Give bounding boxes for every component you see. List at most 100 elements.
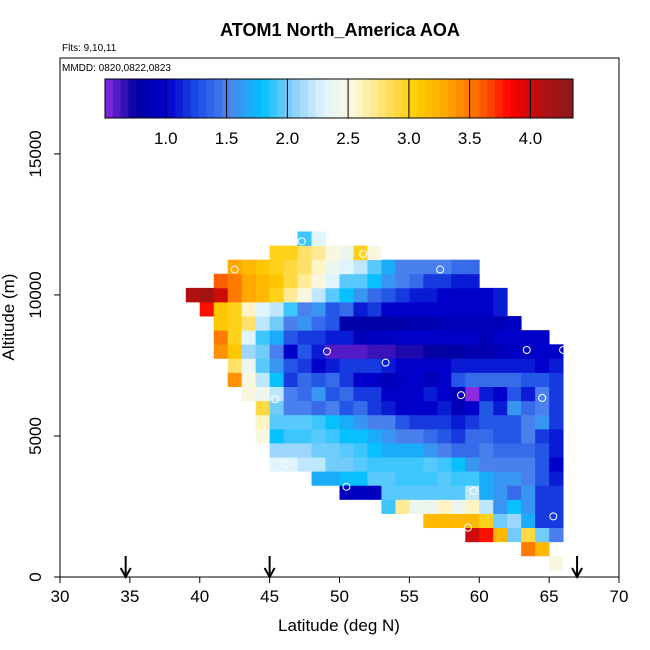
heatmap-cell [353, 372, 368, 387]
colorbar-segment [112, 79, 122, 118]
heatmap-cell [297, 301, 312, 317]
heatmap-cell [255, 301, 271, 317]
colorbar-segment [284, 79, 293, 118]
colorbar-segment [385, 79, 395, 118]
x-tick-label: 60 [470, 587, 489, 606]
heatmap-cell [521, 457, 536, 472]
heatmap-cell [241, 287, 257, 303]
x-tick-label: 55 [400, 587, 419, 606]
heatmap-cell [381, 457, 396, 472]
x-tick-label: 65 [540, 587, 559, 606]
heatmap-cell [283, 457, 298, 472]
heatmap-cell [311, 344, 326, 359]
heatmap-cell [241, 301, 257, 317]
heatmap-cell [409, 259, 424, 275]
heatmap-cell [297, 428, 312, 444]
heatmap-cell [311, 443, 326, 458]
colorbar-segment [549, 79, 558, 118]
colorbar-segment [510, 79, 519, 118]
heatmap-cell [493, 499, 508, 514]
heatmap-cell [339, 485, 354, 500]
heatmap-cell [479, 330, 494, 345]
heatmap-cell [283, 330, 298, 345]
heatmap-cell [395, 358, 410, 373]
heatmap-cell [325, 386, 340, 402]
heatmap-cell [381, 358, 396, 373]
colorbar-segment [409, 79, 418, 118]
heatmap-cell [297, 400, 312, 416]
heatmap-cell [465, 259, 480, 275]
heatmap-cell [507, 414, 522, 430]
heatmap-cell [339, 443, 354, 458]
heatmap-cell [325, 344, 340, 359]
heatmap-cell [423, 358, 438, 373]
heatmap-cell [535, 386, 550, 402]
heatmap-cell [437, 414, 452, 430]
heatmap-cell [493, 358, 508, 373]
colorbar-segment [417, 79, 426, 118]
heatmap-cell [507, 330, 522, 345]
heatmap-cell [297, 443, 312, 458]
heatmap-cell [437, 499, 452, 514]
heatmap-cell [423, 414, 438, 430]
heatmap-cell [269, 287, 285, 303]
heatmap-cell [451, 259, 466, 275]
heatmap-cell [381, 400, 396, 416]
heatmap-cell [311, 231, 326, 246]
flight-point-marker [436, 265, 445, 274]
heatmap-cell [325, 457, 340, 472]
heatmap-cell [465, 414, 480, 430]
heatmap-cell [367, 330, 382, 345]
heatmap-cell [353, 485, 368, 500]
heatmap-cell [493, 287, 508, 303]
heatmap-cell [325, 330, 340, 345]
heatmap-cell [451, 471, 466, 486]
heatmap-cell [283, 386, 298, 402]
heatmap-cell [269, 358, 285, 373]
heatmap-cell [535, 330, 550, 345]
heatmap-cell [409, 414, 424, 430]
flight-point-marker [464, 523, 473, 532]
heatmap-cell [395, 414, 410, 430]
heatmap-cell [507, 443, 522, 458]
heatmap-cell [325, 316, 340, 331]
heatmap-cell [423, 400, 438, 416]
y-tick-label: 5000 [26, 417, 45, 455]
heatmap-cell [451, 372, 466, 387]
heatmap-cell [493, 301, 508, 317]
colorbar-tick-label: 3.5 [458, 129, 482, 148]
heatmap-cell [507, 499, 522, 514]
heatmap-cell [423, 273, 438, 289]
heatmap-cell [423, 316, 438, 331]
heatmap-cell [339, 301, 354, 317]
heatmap-cell [255, 358, 271, 373]
heatmap-cell [535, 372, 550, 387]
colorbar-segment [339, 79, 348, 118]
heatmap-cell [297, 330, 312, 345]
heatmap-cell [227, 287, 243, 303]
heatmap-cell [451, 414, 466, 430]
heatmap-cell [437, 443, 452, 458]
colorbar-segment [292, 79, 301, 118]
colorbar-segment [432, 79, 441, 118]
heatmap-cell [437, 259, 452, 275]
colorbar-segment [144, 79, 153, 118]
heatmap-cell [283, 273, 298, 289]
heatmap-cell [549, 358, 564, 373]
heatmap-cell [465, 358, 480, 373]
heatmap-cell [367, 344, 382, 359]
heatmap-cell [311, 471, 326, 486]
colorbar-segment [300, 79, 309, 118]
colorbar-segment [331, 79, 340, 118]
heatmap-cell [213, 301, 229, 317]
heatmap-cell [297, 358, 312, 373]
heatmap-cell [409, 358, 424, 373]
heatmap-cell [535, 414, 550, 430]
heatmap-cell [437, 513, 452, 529]
heatmap-cell [325, 245, 340, 261]
heatmap-cell [521, 428, 536, 444]
heatmap-cell [535, 358, 550, 373]
heatmap-cell [465, 301, 480, 317]
flight-point-marker [522, 345, 531, 354]
heatmap-cell [409, 428, 424, 444]
